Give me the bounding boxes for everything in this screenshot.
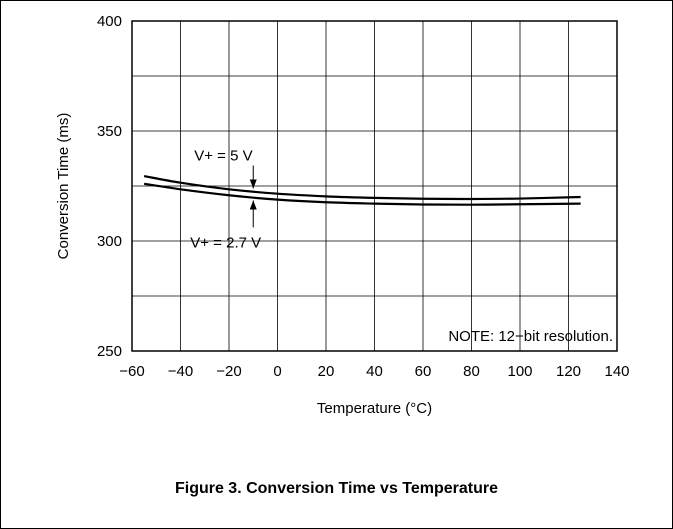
plot-border: [131, 20, 618, 352]
series-layer: [143, 175, 581, 206]
x-tick-label: 0: [273, 363, 281, 380]
x-axis-label: Temperature (°C): [317, 400, 432, 417]
arrow-2-7v: [249, 200, 257, 228]
x-tick-label: 20: [318, 363, 335, 380]
x-tick-label: 120: [556, 363, 581, 380]
figure-caption: Figure 3. Conversion Time vs Temperature: [174, 480, 499, 497]
grid-lines: [132, 21, 617, 351]
x-tick-labels: −60 −40 −20 0 20 40 60 80 100 120 140: [119, 363, 629, 380]
x-tick-label: 100: [507, 363, 532, 380]
series-line-5v: [143, 175, 581, 201]
y-tick-label: 350: [97, 123, 122, 140]
x-tick-label: 60: [415, 363, 432, 380]
y-tick-label: 400: [97, 13, 122, 30]
y-tick-labels: 250 300 350 400: [97, 13, 122, 360]
conversion-time-chart: −60 −40 −20 0 20 40 60 80 100 120 140 250 300 350 400…: [55, 13, 630, 417]
x-tick-label: −20: [216, 363, 241, 380]
annotation-2-7v: V+ = 2.7 V: [190, 234, 261, 251]
annotation-layer: [249, 165, 257, 228]
x-tick-label: −60: [119, 363, 144, 380]
arrow-5v: [249, 165, 257, 189]
x-tick-label: 40: [366, 363, 383, 380]
x-tick-label: −40: [168, 363, 193, 380]
y-tick-label: 300: [97, 233, 122, 250]
y-tick-label: 250: [97, 343, 122, 360]
note-annotation: NOTE: 12−bit resolution.: [448, 328, 613, 345]
x-tick-label: 80: [463, 363, 480, 380]
x-tick-label: 140: [604, 363, 629, 380]
annotation-5v: V+ = 5 V: [194, 148, 252, 165]
series-line-2-7v: [143, 182, 581, 206]
y-axis-label: Conversion Time (ms): [55, 113, 72, 260]
